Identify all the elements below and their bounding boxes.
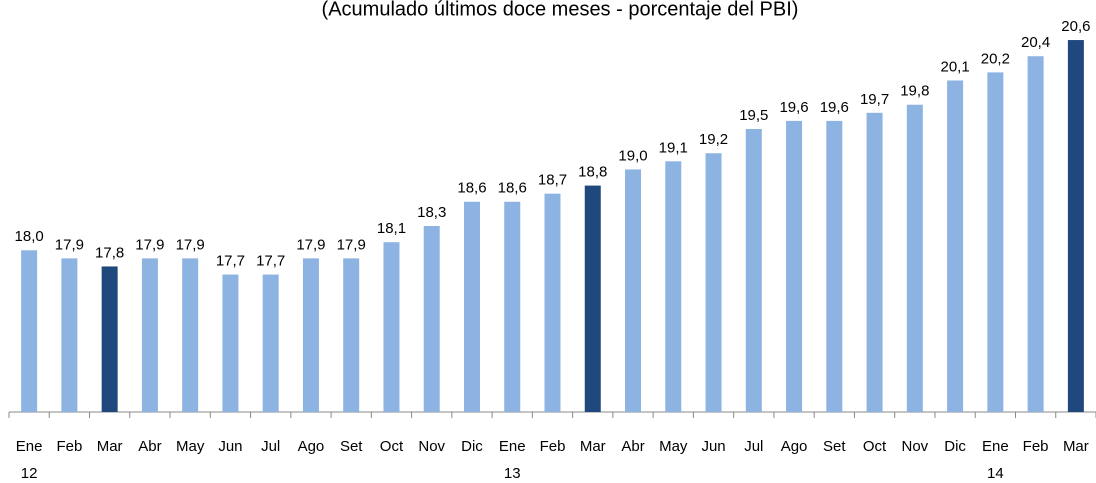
bar: [906, 104, 923, 413]
x-tick-label: Oct: [380, 438, 404, 455]
bar: [383, 242, 400, 412]
x-tick-label: Jun: [701, 438, 725, 455]
x-tick-label: Abr: [138, 438, 161, 455]
x-tick-label: Mar: [580, 438, 606, 455]
x-tick-label: Set: [340, 438, 363, 455]
bar: [786, 120, 803, 413]
x-tick-label: Nov: [418, 438, 445, 455]
bar: [182, 258, 199, 412]
bar: [504, 201, 521, 412]
data-label: 19,0: [618, 147, 647, 164]
data-label: 19,8: [900, 83, 929, 100]
data-label: 20,4: [1021, 34, 1050, 51]
data-label: 17,9: [55, 236, 84, 253]
x-tick-label: Ene: [16, 438, 43, 455]
data-label: 17,9: [337, 236, 366, 253]
x-tick-label: Feb: [1023, 438, 1049, 455]
x-tick-label: Ene: [982, 438, 1009, 455]
x-tick-label: Oct: [863, 438, 887, 455]
x-tick-label: Ago: [298, 438, 325, 455]
bar: [947, 80, 964, 412]
year-label: 12: [21, 465, 38, 482]
x-tick-label: Mar: [1063, 438, 1089, 455]
data-label: 18,7: [538, 172, 567, 189]
data-label: 18,3: [417, 204, 446, 221]
data-label: 19,1: [659, 139, 688, 156]
bar: [141, 258, 158, 412]
bar: [423, 226, 440, 412]
data-label: 20,2: [981, 50, 1010, 67]
bar: [1067, 40, 1084, 412]
x-tick-label: Nov: [901, 438, 928, 455]
bar: [745, 128, 762, 413]
bar: [544, 193, 561, 412]
data-label: 18,8: [578, 164, 607, 181]
data-label: 20,1: [940, 58, 969, 75]
x-tick-label: Dic: [944, 438, 966, 455]
bar: [584, 185, 601, 412]
bar: [302, 258, 319, 412]
bar: [866, 112, 883, 413]
data-label: 19,5: [739, 107, 768, 124]
bar: [625, 169, 642, 412]
x-tick-label: Feb: [56, 438, 82, 455]
bar: [987, 72, 1004, 412]
x-tick-label: May: [176, 438, 205, 455]
x-tick-label: Abr: [621, 438, 644, 455]
data-label: 20,6: [1061, 18, 1090, 35]
data-label: 17,9: [176, 236, 205, 253]
x-tick-label: Ago: [781, 438, 808, 455]
year-label: 14: [987, 465, 1004, 482]
data-label: 19,7: [860, 91, 889, 108]
data-label: 17,7: [256, 253, 285, 270]
x-tick-label: Feb: [540, 438, 566, 455]
bar: [463, 201, 480, 412]
x-tick-label: Jun: [218, 438, 242, 455]
data-label: 18,0: [15, 228, 44, 245]
x-tick-label: Jul: [261, 438, 280, 455]
chart-title: (Acumulado últimos doce meses - porcenta…: [322, 0, 799, 20]
data-label: 17,8: [95, 244, 124, 261]
data-label: 18,6: [498, 180, 527, 197]
bar: [101, 266, 118, 412]
bar: [222, 274, 239, 412]
data-label: 17,9: [296, 236, 325, 253]
year-label: 13: [504, 465, 521, 482]
bar: [665, 161, 682, 412]
x-tick-label: Dic: [461, 438, 483, 455]
x-tick-label: Set: [823, 438, 846, 455]
bar: [21, 250, 38, 412]
bar: [61, 258, 78, 412]
bar: [343, 258, 360, 412]
data-label: 17,9: [135, 236, 164, 253]
data-label: 17,7: [216, 253, 245, 270]
data-label: 18,6: [457, 180, 486, 197]
x-tick-label: Ene: [499, 438, 526, 455]
bar: [705, 153, 722, 413]
data-label: 19,6: [779, 99, 808, 116]
bar: [826, 120, 843, 413]
bar: [1027, 56, 1044, 412]
data-label: 19,6: [820, 99, 849, 116]
data-label: 19,2: [699, 131, 728, 148]
x-tick-label: Jul: [744, 438, 763, 455]
x-tick-label: May: [659, 438, 688, 455]
bar: [262, 274, 279, 412]
data-label: 18,1: [377, 220, 406, 237]
x-tick-label: Mar: [97, 438, 123, 455]
